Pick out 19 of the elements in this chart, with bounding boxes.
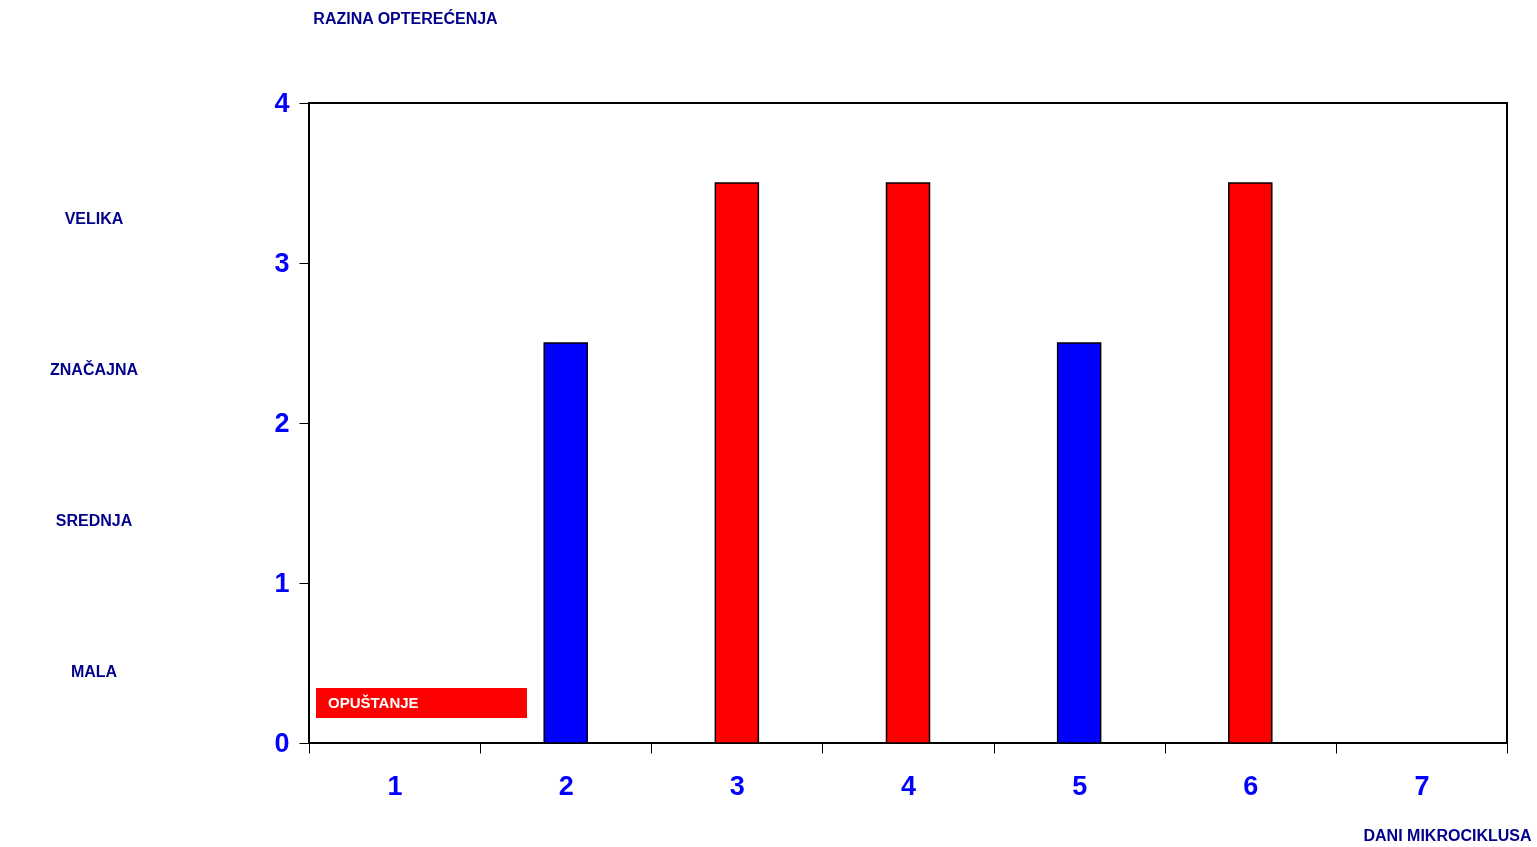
x-tick-label: 7 [1414, 770, 1430, 801]
x-tick-label: 2 [558, 770, 574, 801]
y-tick-label: 4 [274, 87, 290, 118]
label-box: OPUŠTANJE [316, 688, 527, 718]
text: MALA [70, 663, 118, 680]
y-tick-label: 0 [274, 727, 290, 758]
text: SREDNJA [55, 512, 133, 529]
x-tick-label: 3 [729, 770, 745, 801]
x-tick-label: 4 [900, 770, 917, 801]
x-tick-label: 6 [1243, 770, 1259, 801]
x-tick-label: 1 [387, 770, 403, 801]
y-tick-label: 3 [274, 247, 290, 278]
x-axis-title: DANI MIKROCIKLUSA [1363, 826, 1532, 844]
text: ZNAČAJNA [50, 360, 139, 378]
text: VELIKA [64, 210, 124, 227]
y-tick-label: 2 [274, 407, 290, 438]
y-axis-title: RAZINA OPTEREĆENJA [313, 8, 499, 27]
y-tick-label: 1 [274, 567, 290, 598]
x-tick-label: 5 [1072, 770, 1088, 801]
